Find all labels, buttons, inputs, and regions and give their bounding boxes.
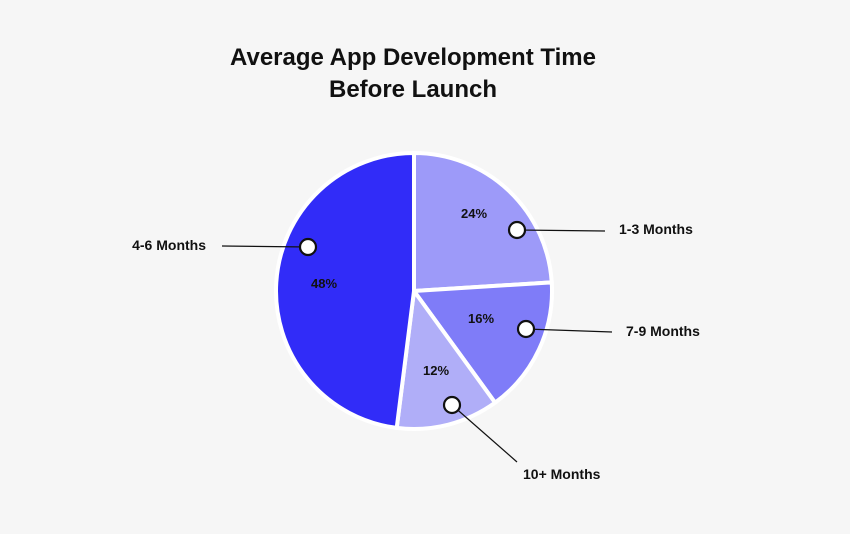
callout-line-10-months: [451, 404, 518, 463]
pie-slice-4-6-months: [274, 150, 416, 431]
pie-percent-labels: 24% 16% 12% 48%: [311, 206, 494, 378]
category-label-1-3-months: 1-3 Months: [619, 221, 693, 237]
callout-line-7-9-months: [525, 328, 613, 333]
callout-marker-7-9-months: [516, 319, 536, 339]
percent-label-10-months: 12%: [423, 363, 449, 378]
pie-callouts: [221, 220, 613, 463]
category-label-4-6-months: 4-6 Months: [132, 237, 206, 253]
callout-marker-1-3-months: [507, 220, 527, 240]
percent-label-1-3-months: 24%: [461, 206, 487, 221]
pie-slice-1-3-months: [412, 150, 554, 294]
callout-marker-4-6-months: [298, 237, 318, 257]
pie-slice-10-months: [394, 285, 498, 431]
callout-line-4-6-months: [221, 245, 309, 248]
callout-line-1-3-months: [516, 229, 606, 232]
pie-slices: [274, 150, 554, 431]
percent-label-4-6-months: 48%: [311, 276, 337, 291]
pie-category-labels: 1-3 Months 7-9 Months 10+ Months 4-6 Months: [132, 221, 700, 482]
chart-title-line-1: Average App Development Time: [230, 44, 596, 71]
chart-title: Average App Development Time Before Laun…: [0, 42, 826, 106]
percent-label-7-9-months: 16%: [468, 311, 494, 326]
category-label-10-months: 10+ Months: [523, 466, 601, 482]
category-label-7-9-months: 7-9 Months: [626, 323, 700, 339]
pie-slice-7-9-months: [410, 280, 554, 406]
callout-marker-10-months: [442, 395, 462, 415]
chart-title-line-2: Before Launch: [328, 76, 498, 103]
